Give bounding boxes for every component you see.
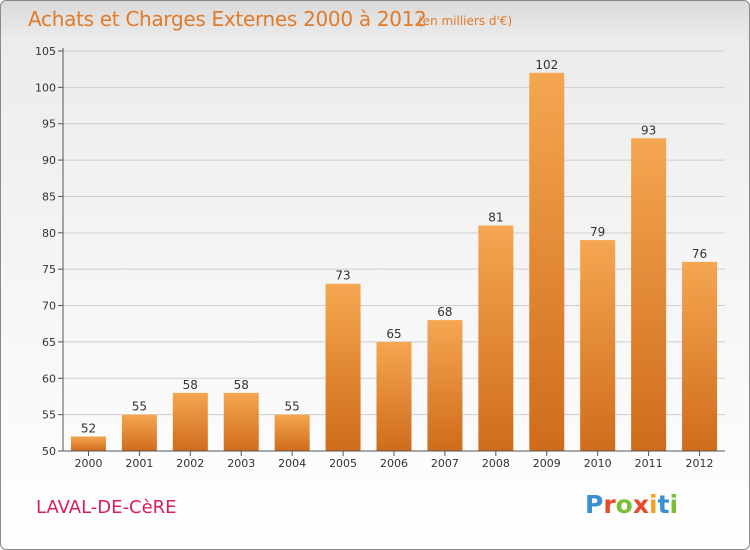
x-tick-label: 2008: [482, 457, 510, 470]
bar-value-label: 81: [488, 211, 503, 225]
x-tick-label: 2012: [686, 457, 714, 470]
bar-2010: [580, 240, 616, 451]
bar-2009: [529, 72, 565, 452]
bars: [70, 72, 718, 452]
brand-letter: r: [603, 490, 616, 519]
y-tick-label: 80: [42, 227, 56, 240]
x-tick-label: 2006: [380, 457, 408, 470]
y-tick-label: 95: [42, 118, 56, 131]
bar-value-label: 55: [132, 400, 147, 414]
y-tick-label: 55: [42, 409, 56, 422]
bar-value-label: 68: [437, 305, 452, 319]
brand-letter: t: [657, 490, 670, 519]
bar-2000: [70, 436, 106, 451]
bar-2004: [274, 414, 310, 451]
bar-value-label: 73: [335, 269, 350, 283]
x-tick-label: 2011: [635, 457, 663, 470]
bar-value-label: 58: [183, 378, 198, 392]
x-tick-label: 2003: [227, 457, 255, 470]
y-tick-label: 105: [35, 45, 56, 58]
brand-logo: Proxiti: [585, 490, 678, 519]
y-tick-label: 75: [42, 263, 56, 276]
y-tick-label: 90: [42, 154, 56, 167]
bar-value-label: 52: [81, 421, 96, 435]
x-tick-label: 2001: [125, 457, 153, 470]
x-tick-label: 2004: [278, 457, 306, 470]
brand-letter: o: [615, 490, 633, 519]
bar-value-label: 79: [590, 225, 605, 239]
bar-2005: [325, 283, 361, 451]
bar-value-label: 65: [386, 327, 401, 341]
x-tick-label: 2010: [584, 457, 612, 470]
bar-2012: [682, 261, 718, 451]
x-tick-label: 2005: [329, 457, 357, 470]
y-tick-label: 65: [42, 336, 56, 349]
bar-2003: [223, 392, 259, 451]
y-tick-label: 100: [35, 81, 56, 94]
axes: [58, 48, 725, 456]
x-tick-label: 2002: [176, 457, 204, 470]
y-tick-label: 85: [42, 190, 56, 203]
brand-letter: i: [649, 490, 658, 519]
chart-title: Achats et Charges Externes 2000 à 2012: [28, 7, 427, 31]
bar-value-label: 93: [641, 123, 656, 137]
x-tick-label: 2009: [533, 457, 561, 470]
brand-letter: P: [585, 490, 604, 519]
y-tick-label: 70: [42, 300, 56, 313]
x-tick-label: 2000: [74, 457, 102, 470]
y-tick-label: 50: [42, 445, 56, 458]
bar-2008: [478, 225, 514, 451]
chart-subtitle: (en milliers d'€): [418, 14, 513, 28]
bar-value-label: 58: [234, 378, 249, 392]
labels: 50 55 60 65 70 75 80 85 90 95 100 105 52 2000 55 2001 58…: [35, 45, 714, 470]
bar-value-label: 102: [535, 58, 558, 72]
bar-value-label: 55: [285, 400, 300, 414]
bar-2001: [121, 414, 157, 451]
y-tick-label: 60: [42, 372, 56, 385]
x-tick-label: 2007: [431, 457, 459, 470]
bar-2002: [172, 392, 208, 451]
brand-letter: i: [669, 490, 679, 519]
bar-2011: [631, 138, 667, 452]
bar-2007: [427, 320, 463, 451]
bar-value-label: 76: [692, 247, 707, 261]
bar-2006: [376, 341, 412, 451]
commune-name: LAVAL-DE-CèRE: [36, 497, 177, 518]
brand-letter: x: [632, 490, 649, 519]
